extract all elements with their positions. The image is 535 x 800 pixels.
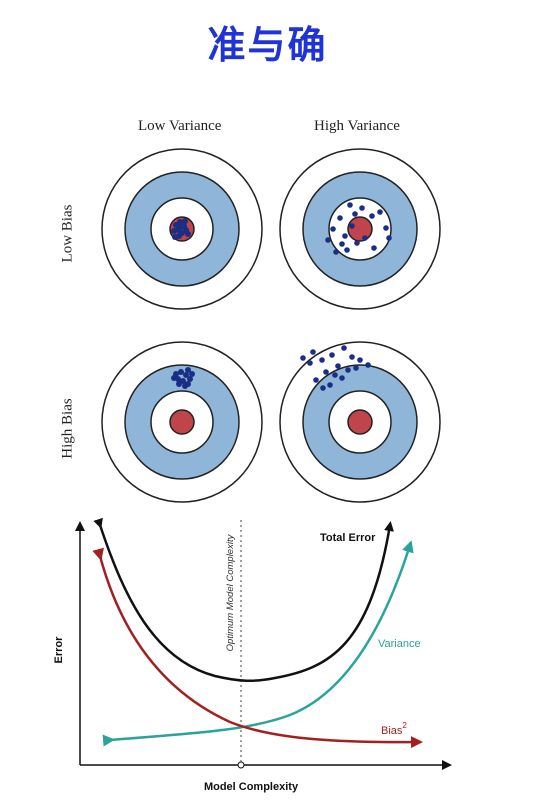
target-high-bias-high-variance xyxy=(279,341,441,503)
total-error-label: Total Error xyxy=(320,532,376,544)
shot-cluster xyxy=(171,367,195,389)
bias-label-text: Bias xyxy=(381,725,403,737)
variance-label: Variance xyxy=(378,638,421,650)
bias-label-superscript: 2 xyxy=(402,721,407,730)
variance-curve xyxy=(102,540,414,747)
shot-cluster xyxy=(300,345,371,391)
shot-cluster xyxy=(325,202,392,255)
col-label-low-variance: Low Variance xyxy=(138,118,222,134)
bias-label: Bias2 xyxy=(381,721,407,737)
total-error-curve xyxy=(93,517,394,682)
optimum-marker xyxy=(237,761,245,769)
bias-curve xyxy=(92,547,423,749)
target-high-bias-low-variance xyxy=(101,341,263,503)
bias-variance-tradeoff-chart: Error Model Complexity Optimum Model Com… xyxy=(53,517,452,793)
shot-cluster xyxy=(171,218,191,240)
target-low-bias-high-variance xyxy=(279,148,441,310)
target-low-bias-low-variance xyxy=(101,148,263,310)
targets-grid xyxy=(101,148,441,503)
y-axis-label: Error xyxy=(53,636,65,664)
col-label-high-variance: High Variance xyxy=(314,118,400,134)
optimum-label: Optimum Model Complexity xyxy=(225,533,236,651)
page-title: 准与确 xyxy=(207,23,328,67)
x-axis-label: Model Complexity xyxy=(204,781,299,793)
